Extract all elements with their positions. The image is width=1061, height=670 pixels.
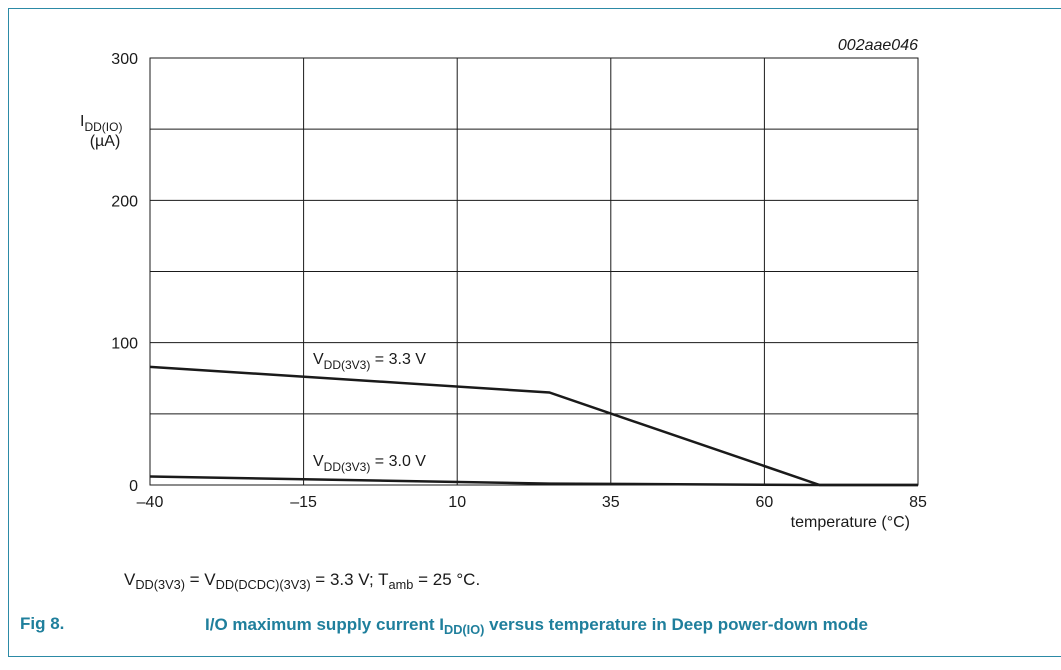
chart-note: VDD(3V3) = VDD(DCDC)(3V3) = 3.3 V; Tamb … — [124, 570, 481, 592]
series-label: VDD(3V3) = 3.0 V — [313, 453, 426, 474]
x-tick-label: 85 — [909, 494, 927, 511]
y-tick-label: 100 — [111, 336, 138, 353]
x-tick-label: 35 — [602, 494, 620, 511]
text-part: = V — [184, 570, 216, 589]
text-part: I/O maximum supply current I — [205, 615, 445, 634]
figure-caption: I/O maximum supply current IDD(IO) versu… — [205, 614, 885, 636]
subscript: DD(IO) — [84, 120, 122, 134]
text-part: I — [80, 113, 84, 130]
text-part: = 3.3 V; T — [310, 570, 389, 589]
series-line — [149, 365, 918, 487]
x-tick-label: 60 — [756, 494, 774, 511]
x-tick-label: –15 — [290, 494, 317, 511]
text-part: versus temperature in Deep power-down mo… — [484, 615, 868, 634]
y-tick-label: 0 — [129, 478, 138, 495]
figure-number: Fig 8. — [20, 614, 65, 633]
text-part: V — [313, 453, 324, 470]
y-axis-unit: (µA) — [90, 133, 121, 150]
y-tick-label: 300 — [111, 51, 138, 68]
subscript: DD(3V3) — [135, 576, 185, 592]
series-line — [149, 475, 918, 487]
subscript: DD(DCDC)(3V3) — [215, 576, 311, 592]
figure-id: 002aae046 — [838, 37, 918, 54]
subscript: DD(IO) — [444, 621, 485, 637]
text-part: = 25 °C. — [413, 570, 481, 589]
x-tick-label: 10 — [448, 494, 466, 511]
y-axis-label: IDD(IO) — [80, 113, 122, 134]
text-part: V — [313, 351, 324, 368]
subscript: amb — [388, 576, 414, 592]
subscript: DD(3V3) — [324, 460, 371, 474]
y-tick-label: 200 — [111, 193, 138, 210]
frame — [8, 8, 1061, 657]
subscript: DD(3V3) — [324, 358, 371, 372]
series-label: VDD(3V3) = 3.3 V — [313, 351, 426, 372]
x-axis-label: temperature (°C) — [791, 514, 910, 531]
text-part: V — [124, 570, 136, 589]
text-part: = 3.0 V — [370, 453, 426, 470]
text-part: = 3.3 V — [370, 351, 426, 368]
x-tick-label: –40 — [137, 494, 164, 511]
